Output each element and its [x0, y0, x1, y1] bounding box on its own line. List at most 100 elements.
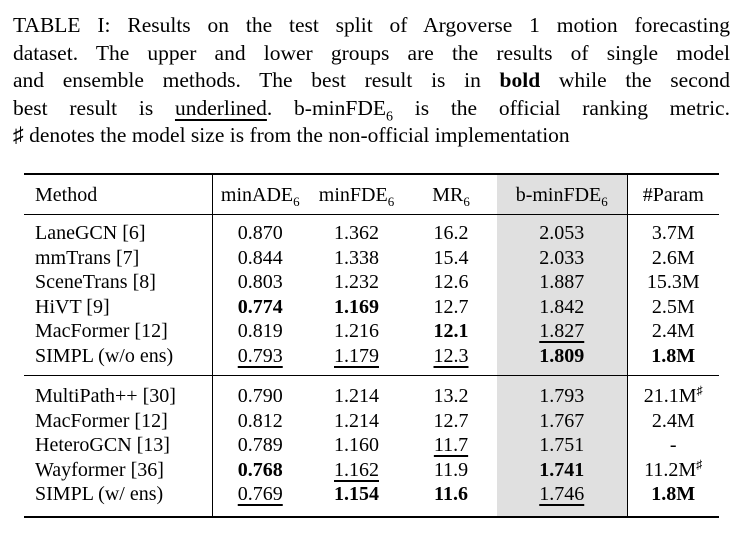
table-row: MacFormer [12] 0.812 1.214 12.7 1.767 2.…: [24, 408, 719, 434]
bminfde-cell: 2.033: [497, 245, 627, 270]
bminfde-cell: 1.751: [497, 433, 627, 458]
metric-value: 15.4: [433, 246, 469, 269]
caption-text: TABLE I: Results on the test split of Ar…: [13, 13, 730, 37]
column-header-minade: minADE6: [212, 172, 308, 215]
metric-value: 12.7: [433, 295, 469, 318]
column-header-bminfde: b-minFDE6: [497, 172, 627, 215]
metric-value: 1.162: [334, 458, 379, 481]
metric-value: 0.819: [237, 320, 283, 342]
method-cell: Wayformer [36]: [24, 457, 213, 482]
minfde-cell: 1.362: [308, 215, 405, 246]
bminfde-cell: 1.827: [497, 319, 627, 344]
metric-value: 1.179: [334, 344, 379, 367]
method-label: SIMPL (w/o ens): [35, 344, 174, 367]
metric-value: 0.769: [237, 483, 283, 505]
table-row: MultiPath++ [30] 0.790 1.214 13.2 1.793 …: [24, 375, 719, 409]
metric-value: 1.160: [334, 434, 379, 456]
metric-value: 0.870: [237, 222, 283, 244]
mr-cell: 11.9: [405, 458, 497, 483]
mr-cell: 11.6: [405, 482, 497, 518]
caption-text: . b-minFDE: [266, 95, 387, 120]
metric-value: 1.741: [539, 458, 585, 481]
param-value: -: [669, 434, 677, 456]
method-cell: mmTrans [7]: [24, 245, 213, 270]
minade-cell: 0.768: [212, 458, 308, 483]
param-cell: 2.4M: [626, 319, 719, 344]
bminfde-cell: 1.842: [497, 294, 627, 319]
minfde-cell: 1.216: [308, 319, 405, 344]
metric-value: 16.2: [433, 222, 469, 244]
param-value: 21.1M: [643, 385, 697, 407]
table-row: HiVT [9] 0.774 1.169 12.7 1.842 2.5M: [24, 294, 719, 320]
mr-cell: 12.3: [405, 343, 497, 376]
metric-value: 0.812: [237, 409, 283, 432]
metric-value: 1.169: [334, 295, 379, 318]
param-cell: 3.7M: [626, 214, 719, 246]
param-value: 2.6M: [651, 246, 695, 269]
bminfde-cell: 1.793: [497, 375, 627, 409]
table-row: SIMPL (w/o ens) 0.793 1.179 12.3 1.809 1…: [24, 343, 719, 376]
table-row: SceneTrans [8] 0.803 1.232 12.6 1.887 15…: [24, 270, 719, 295]
param-value: 15.3M: [646, 271, 700, 293]
metric-value: 0.803: [237, 271, 283, 293]
mr-cell: 13.2: [405, 376, 497, 409]
param-value: 1.8M: [651, 344, 696, 367]
column-header-label: MR: [432, 183, 464, 206]
table-row: Wayformer [36] 0.768 1.162 11.9 1.741 11…: [24, 456, 719, 483]
method-cell: MultiPath++ [30]: [24, 375, 213, 409]
method-cell: HiVT [9]: [24, 294, 213, 319]
param-value: 3.7M: [651, 222, 695, 244]
metric-value: 1.362: [334, 222, 379, 244]
minfde-cell: 1.169: [308, 295, 405, 320]
metric-value: 0.790: [237, 385, 283, 407]
metric-value: 0.789: [237, 434, 283, 456]
bminfde-cell: 1.887: [497, 270, 627, 295]
metric-value: 1.809: [539, 344, 585, 367]
caption-line: TABLE I: Results on the test split of Ar…: [13, 12, 730, 40]
metric-value: 12.3: [433, 344, 469, 367]
metric-value: 12.1: [433, 320, 469, 342]
bminfde-cell: 1.809: [497, 343, 627, 376]
mr-cell: 16.2: [405, 215, 497, 246]
metric-value: 11.9: [433, 458, 469, 481]
caption-text: is the official ranking metric.: [393, 95, 730, 120]
bminfde-cell: 1.767: [497, 408, 627, 433]
caption-underlined-word: underlined: [174, 95, 267, 120]
column-header-label: minADE: [220, 183, 294, 206]
metric-value: 1.767: [539, 409, 585, 432]
param-value: 2.4M: [651, 320, 695, 342]
param-cell: 1.8M: [626, 482, 719, 518]
sharp-superscript: ♯: [696, 456, 703, 471]
minade-cell: 0.803: [212, 270, 308, 295]
caption-text: dataset. The upper and lower groups are …: [13, 40, 730, 65]
minade-cell: 0.793: [212, 343, 308, 376]
minade-cell: 0.774: [212, 295, 308, 320]
caption-line: dataset. The upper and lower groups are …: [13, 40, 730, 68]
mr-cell: 12.1: [405, 319, 497, 344]
method-cell: MacFormer [12]: [24, 319, 213, 344]
metric-value: 0.844: [237, 246, 283, 269]
param-cell: 11.2M♯: [626, 456, 719, 482]
metric-value: 1.154: [334, 483, 379, 505]
minfde-cell: 1.179: [308, 343, 405, 376]
metric-value: 1.751: [539, 434, 585, 456]
table-row: LaneGCN [6] 0.870 1.362 16.2 2.053 3.7M: [24, 214, 719, 246]
minfde-cell: 1.214: [308, 409, 405, 434]
column-header-label: b-minFDE: [515, 183, 602, 206]
paper-page: TABLE I: Results on the test split of Ar…: [0, 12, 742, 518]
minade-cell: 0.844: [212, 246, 308, 271]
mr-cell: 12.7: [405, 409, 497, 434]
method-cell: SceneTrans [8]: [24, 270, 213, 295]
minfde-cell: 1.162: [308, 458, 405, 483]
mr-cell: 12.7: [405, 295, 497, 320]
param-cell: 2.6M: [626, 245, 719, 270]
param-value: 11.2M: [644, 458, 697, 481]
column-header-mr: MR6: [405, 172, 497, 215]
metric-value: 1.793: [539, 385, 585, 407]
minade-cell: 0.812: [212, 409, 308, 434]
param-cell: 2.4M: [626, 408, 719, 433]
bminfde-cell: 1.746: [497, 482, 627, 518]
header-row: Method minADE6 minFDE6 MR6 b-minFDE6 #Pa…: [24, 172, 719, 215]
metric-value: 1.842: [539, 295, 585, 318]
metric-value: 12.7: [433, 409, 469, 432]
